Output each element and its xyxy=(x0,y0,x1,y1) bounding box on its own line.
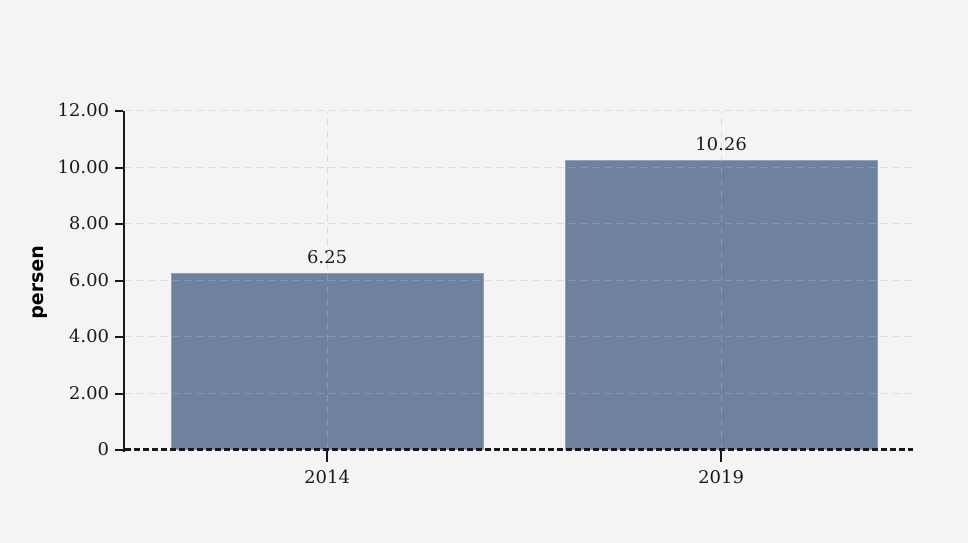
x-tick-label: 2019 xyxy=(698,467,744,488)
bar-2014 xyxy=(170,273,484,450)
bar-2019 xyxy=(564,160,878,450)
h-gridline xyxy=(125,336,913,337)
bar-value-label: 6.25 xyxy=(306,247,348,269)
y-tick xyxy=(115,336,123,338)
v-gridline-overlay xyxy=(327,111,328,450)
y-tick xyxy=(115,223,123,225)
x-tick xyxy=(326,451,328,462)
h-gridline xyxy=(125,279,913,281)
h-gridline-overlay xyxy=(125,336,913,337)
y-tick xyxy=(115,110,123,112)
plot-area: 0 2.00 4.00 6.00 8.00 10.00 12.00 6.25 2014 10.26… xyxy=(57,100,913,488)
h-gridline xyxy=(125,392,913,394)
bar-value-label: 10.26 xyxy=(695,134,747,156)
h-gridline-overlay xyxy=(125,279,913,281)
y-tick-label: 0 xyxy=(97,439,109,460)
x-tick-label: 2014 xyxy=(304,467,350,488)
y-tick-label: 10.00 xyxy=(57,156,109,178)
v-gridline-overlay xyxy=(721,111,722,450)
y-axis-line xyxy=(123,111,125,452)
h-gridline xyxy=(125,110,913,111)
h-gridline-overlay xyxy=(125,392,913,394)
y-tick-label: 4.00 xyxy=(68,326,109,347)
y-tick xyxy=(115,449,123,451)
y-tick-label: 12.00 xyxy=(57,100,109,121)
h-gridline-overlay xyxy=(125,223,913,224)
h-gridline xyxy=(125,166,913,168)
y-tick-label: 2.00 xyxy=(68,382,109,404)
y-tick xyxy=(115,166,123,169)
y-axis-title: persen xyxy=(26,245,48,319)
y-tick xyxy=(115,392,123,395)
x-axis-line xyxy=(125,448,913,451)
y-tick-label: 6.00 xyxy=(68,269,109,291)
y-tick-label: 8.00 xyxy=(68,213,109,234)
h-gridline-overlay xyxy=(125,110,913,111)
y-tick xyxy=(115,279,123,282)
h-gridline xyxy=(125,223,913,224)
h-gridline-overlay xyxy=(125,166,913,168)
x-tick xyxy=(720,451,722,462)
